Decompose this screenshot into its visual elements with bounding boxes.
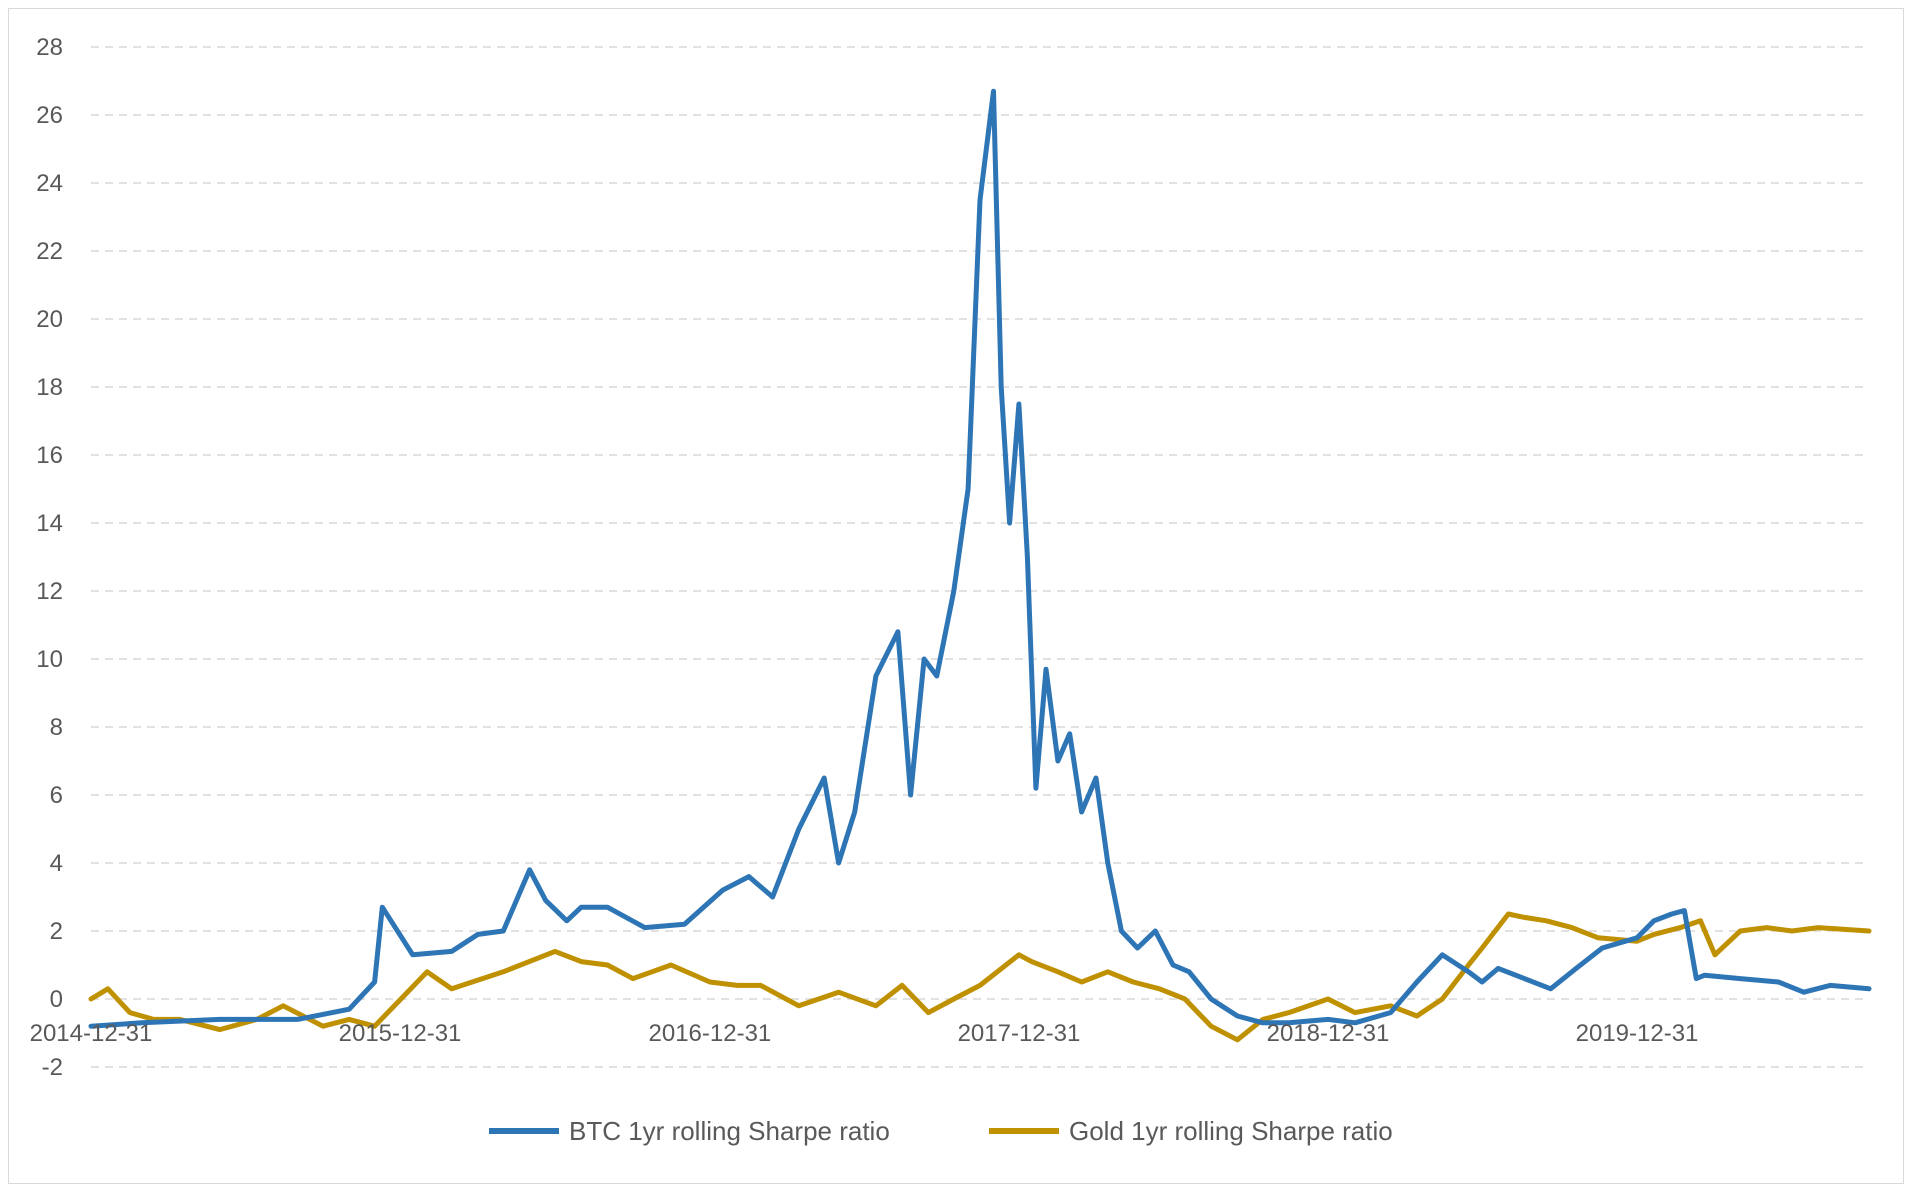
- chart-frame: -2 0 2 4 6 8 10 12 14 16 18 20 22 24 26 28 2014-12-31 20…: [8, 8, 1904, 1184]
- y-tick-label: 24: [36, 170, 63, 197]
- legend-label-gold: Gold 1yr rolling Sharpe ratio: [1069, 1116, 1393, 1146]
- legend-label-btc: BTC 1yr rolling Sharpe ratio: [569, 1116, 890, 1146]
- y-tick-label: 6: [50, 782, 63, 809]
- y-tick-label: 28: [36, 34, 63, 61]
- y-tick-label: 22: [36, 238, 63, 265]
- x-tick-label: 2015-12-31: [339, 1020, 462, 1047]
- legend: BTC 1yr rolling Sharpe ratio Gold 1yr ro…: [489, 1116, 1393, 1146]
- x-tick-label: 2019-12-31: [1576, 1020, 1699, 1047]
- y-tick-label: 12: [36, 578, 63, 605]
- x-tick-label: 2016-12-31: [649, 1020, 772, 1047]
- y-tick-label: 14: [36, 510, 63, 537]
- x-tick-label: 2018-12-31: [1267, 1020, 1390, 1047]
- x-axis-tick-labels: 2014-12-31 2015-12-31 2016-12-31 2017-12-31…: [30, 1020, 1699, 1047]
- x-tick-label: 2014-12-31: [30, 1020, 153, 1047]
- series-line-gold: [88, 911, 1872, 1043]
- y-tick-label: 18: [36, 374, 63, 401]
- y-tick-label: 4: [50, 850, 63, 877]
- y-tick-label: 10: [36, 646, 63, 673]
- series-lines: [88, 88, 1872, 1043]
- y-tick-label: 26: [36, 102, 63, 129]
- y-tick-label: 2: [50, 918, 63, 945]
- y-tick-label: 8: [50, 714, 63, 741]
- y-tick-label: 16: [36, 442, 63, 469]
- y-tick-label: -2: [42, 1054, 63, 1081]
- y-tick-label: 0: [50, 986, 63, 1013]
- series-line-btc: [88, 88, 1872, 1029]
- y-tick-label: 20: [36, 306, 63, 333]
- x-tick-label: 2017-12-31: [958, 1020, 1081, 1047]
